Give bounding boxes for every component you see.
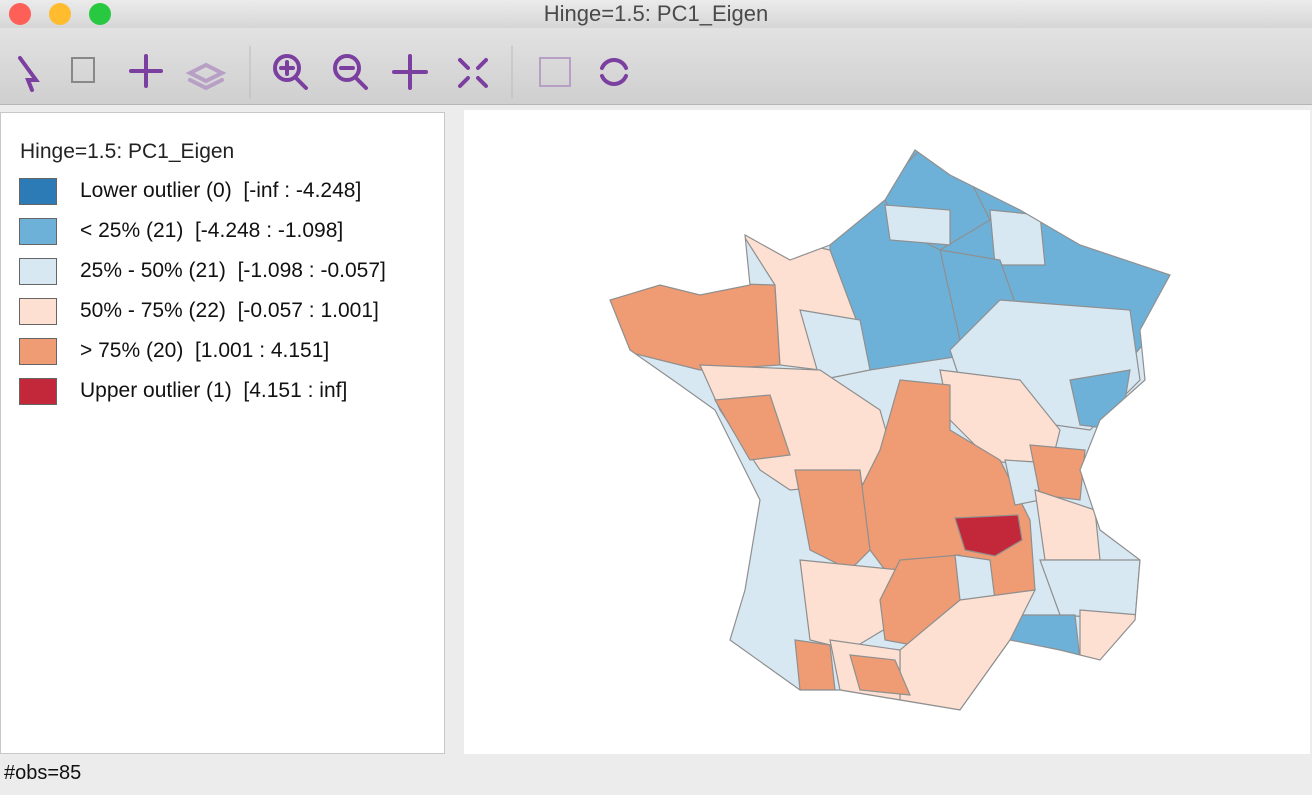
zoom-button[interactable] bbox=[89, 3, 111, 25]
region[interactable] bbox=[794, 639, 836, 691]
region[interactable] bbox=[884, 204, 951, 246]
legend-swatch[interactable] bbox=[19, 258, 57, 285]
legend-swatch[interactable] bbox=[19, 178, 57, 205]
legend-swatch[interactable] bbox=[19, 378, 57, 405]
legend-panel bbox=[0, 112, 445, 754]
region[interactable] bbox=[1029, 444, 1086, 501]
region[interactable] bbox=[989, 209, 1046, 266]
legend-label: Lower outlier (0) [-inf : -4.248] bbox=[80, 179, 362, 202]
selection-tool[interactable] bbox=[71, 57, 95, 83]
legend-title: Hinge=1.5: PC1_Eigen bbox=[20, 140, 235, 163]
legend-label: > 75% (20) [1.001 : 4.151] bbox=[80, 339, 330, 362]
zoom-out[interactable] bbox=[333, 54, 361, 82]
toolbar bbox=[0, 28, 1312, 105]
map-panel bbox=[464, 110, 1310, 754]
region[interactable] bbox=[1009, 614, 1081, 661]
select-tool[interactable] bbox=[18, 56, 40, 92]
refresh[interactable] bbox=[600, 58, 628, 86]
minimize-button[interactable] bbox=[49, 3, 71, 25]
region[interactable] bbox=[799, 559, 901, 651]
full-extent[interactable] bbox=[458, 58, 488, 88]
close-button[interactable] bbox=[9, 3, 31, 25]
legend-swatch[interactable] bbox=[19, 298, 57, 325]
region[interactable] bbox=[799, 309, 871, 381]
add-tool[interactable] bbox=[129, 54, 163, 88]
pan-tool[interactable] bbox=[392, 54, 428, 90]
legend-label: 50% - 75% (22) [-0.057 : 1.001] bbox=[80, 299, 379, 322]
window-title: Hinge=1.5: PC1_Eigen bbox=[543, 1, 769, 26]
status-bar: #obs=85 bbox=[4, 762, 82, 784]
layers-tool[interactable] bbox=[185, 62, 227, 91]
region[interactable] bbox=[600, 279, 781, 371]
legend-label: < 25% (21) [-4.248 : -1.098] bbox=[80, 219, 344, 242]
region[interactable] bbox=[1079, 609, 1141, 661]
region[interactable] bbox=[954, 554, 996, 601]
region[interactable] bbox=[849, 654, 911, 696]
title-bar: Hinge=1.5: PC1_Eigen bbox=[0, 0, 1312, 28]
legend-swatch[interactable] bbox=[19, 338, 57, 365]
region[interactable] bbox=[794, 469, 871, 571]
legend-label: 25% - 50% (21) [-1.098 : -0.057] bbox=[80, 259, 386, 282]
zoom-in[interactable] bbox=[273, 54, 301, 82]
basemap-tool[interactable] bbox=[539, 57, 571, 87]
region[interactable] bbox=[954, 514, 1023, 557]
region[interactable] bbox=[714, 394, 791, 461]
legend-swatch[interactable] bbox=[19, 218, 57, 245]
map bbox=[600, 149, 1171, 711]
legend-label: Upper outlier (1) [4.151 : inf] bbox=[80, 379, 348, 402]
